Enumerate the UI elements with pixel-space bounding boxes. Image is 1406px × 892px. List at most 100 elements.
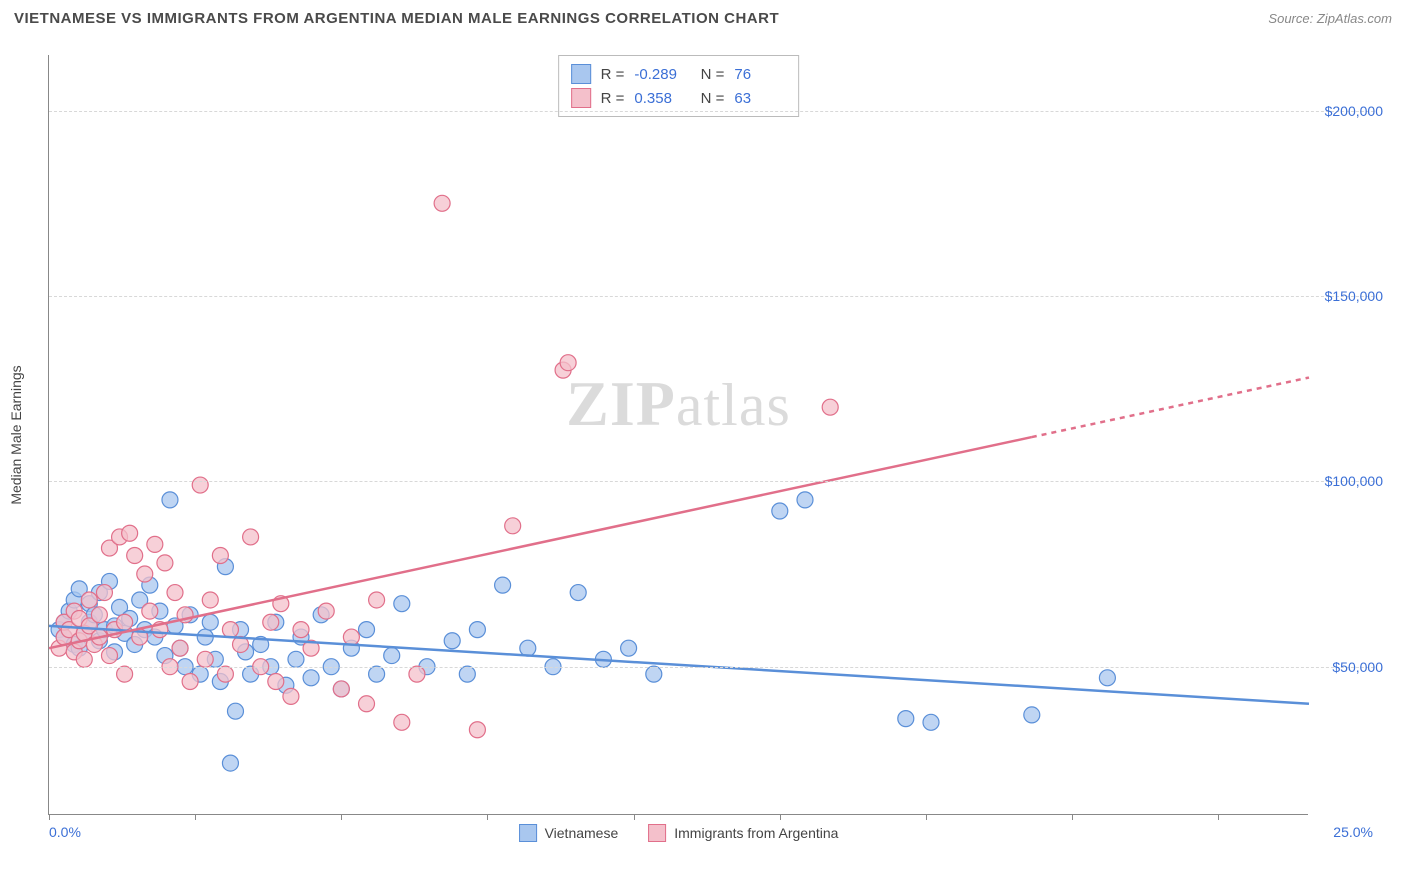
data-point (283, 688, 299, 704)
data-point (197, 651, 213, 667)
data-point (288, 651, 304, 667)
data-point (560, 355, 576, 371)
chart-header: VIETNAMESE VS IMMIGRANTS FROM ARGENTINA … (0, 0, 1406, 33)
data-point (122, 525, 138, 541)
data-point (117, 666, 133, 682)
data-point (222, 755, 238, 771)
trendline (49, 437, 1032, 648)
y-tick-label: $150,000 (1313, 288, 1383, 304)
plot-region: ZIPatlas R =-0.289 N =76R =0.358 N =63 0… (48, 55, 1308, 815)
x-axis-min-label: 0.0% (49, 824, 81, 840)
data-point (394, 596, 410, 612)
y-tick-label: $200,000 (1313, 103, 1383, 119)
data-point (898, 711, 914, 727)
x-tick (487, 814, 488, 820)
data-point (444, 633, 460, 649)
stats-row: R =-0.289 N =76 (571, 62, 787, 86)
gridline (49, 481, 1374, 482)
stat-n-label: N = (696, 66, 724, 83)
data-point (394, 714, 410, 730)
data-point (76, 651, 92, 667)
data-point (822, 399, 838, 415)
stat-n-value: 76 (734, 66, 786, 83)
data-point (384, 648, 400, 664)
chart-title: VIETNAMESE VS IMMIGRANTS FROM ARGENTINA … (14, 10, 779, 27)
data-point (96, 585, 112, 601)
stat-r-value: 0.358 (634, 90, 686, 107)
data-point (923, 714, 939, 730)
data-point (263, 614, 279, 630)
data-point (797, 492, 813, 508)
legend-swatch (571, 88, 591, 108)
y-tick-label: $100,000 (1313, 473, 1383, 489)
data-point (147, 536, 163, 552)
gridline (49, 667, 1374, 668)
data-point (318, 603, 334, 619)
data-point (202, 592, 218, 608)
data-point (469, 722, 485, 738)
data-point (359, 622, 375, 638)
stats-row: R = 0.358 N = 63 (571, 86, 787, 110)
data-point (646, 666, 662, 682)
data-point (167, 585, 183, 601)
legend-swatch (571, 64, 591, 84)
stat-n-value: 63 (734, 90, 786, 107)
legend-label: Vietnamese (545, 825, 619, 841)
scatter-svg (49, 55, 1309, 815)
gridline (49, 111, 1374, 112)
data-point (243, 529, 259, 545)
data-point (495, 577, 511, 593)
data-point (117, 614, 133, 630)
data-point (192, 477, 208, 493)
data-point (268, 674, 284, 690)
chart-area: Median Male Earnings ZIPatlas R =-0.289 … (48, 55, 1388, 815)
stat-n-label: N = (696, 90, 724, 107)
data-point (227, 703, 243, 719)
data-point (505, 518, 521, 534)
data-point (172, 640, 188, 656)
data-point (182, 674, 198, 690)
data-point (162, 492, 178, 508)
x-tick (49, 814, 50, 820)
stats-legend: R = -0.289 N = 76 R = 0.358 N = 63 (558, 55, 800, 117)
data-point (137, 566, 153, 582)
data-point (621, 640, 637, 656)
data-point (142, 603, 158, 619)
gridline (49, 296, 1374, 297)
data-point (359, 696, 375, 712)
data-point (772, 503, 788, 519)
legend-label: Immigrants from Argentina (674, 825, 838, 841)
stat-r-value: -0.289 (634, 66, 686, 83)
y-axis-label: Median Male Earnings (8, 365, 24, 504)
legend-item: Immigrants from Argentina (648, 824, 838, 842)
data-point (293, 622, 309, 638)
legend-swatch (519, 824, 537, 842)
x-tick (1072, 814, 1073, 820)
x-tick (634, 814, 635, 820)
data-point (459, 666, 475, 682)
data-point (1099, 670, 1115, 686)
data-point (101, 648, 117, 664)
data-point (81, 592, 97, 608)
legend-swatch (648, 824, 666, 842)
data-point (303, 670, 319, 686)
stat-r-label: R = (601, 90, 625, 107)
data-point (157, 555, 173, 571)
data-point (409, 666, 425, 682)
data-point (212, 547, 228, 563)
data-point (469, 622, 485, 638)
x-tick (780, 814, 781, 820)
trendline (49, 626, 1309, 704)
x-tick (341, 814, 342, 820)
trendline-dashed (1032, 378, 1309, 438)
data-point (369, 666, 385, 682)
data-point (343, 629, 359, 645)
data-point (217, 666, 233, 682)
chart-source: Source: ZipAtlas.com (1268, 11, 1392, 26)
x-tick (1218, 814, 1219, 820)
data-point (222, 622, 238, 638)
legend-item: Vietnamese (519, 824, 619, 842)
data-point (369, 592, 385, 608)
data-point (202, 614, 218, 630)
data-point (127, 547, 143, 563)
